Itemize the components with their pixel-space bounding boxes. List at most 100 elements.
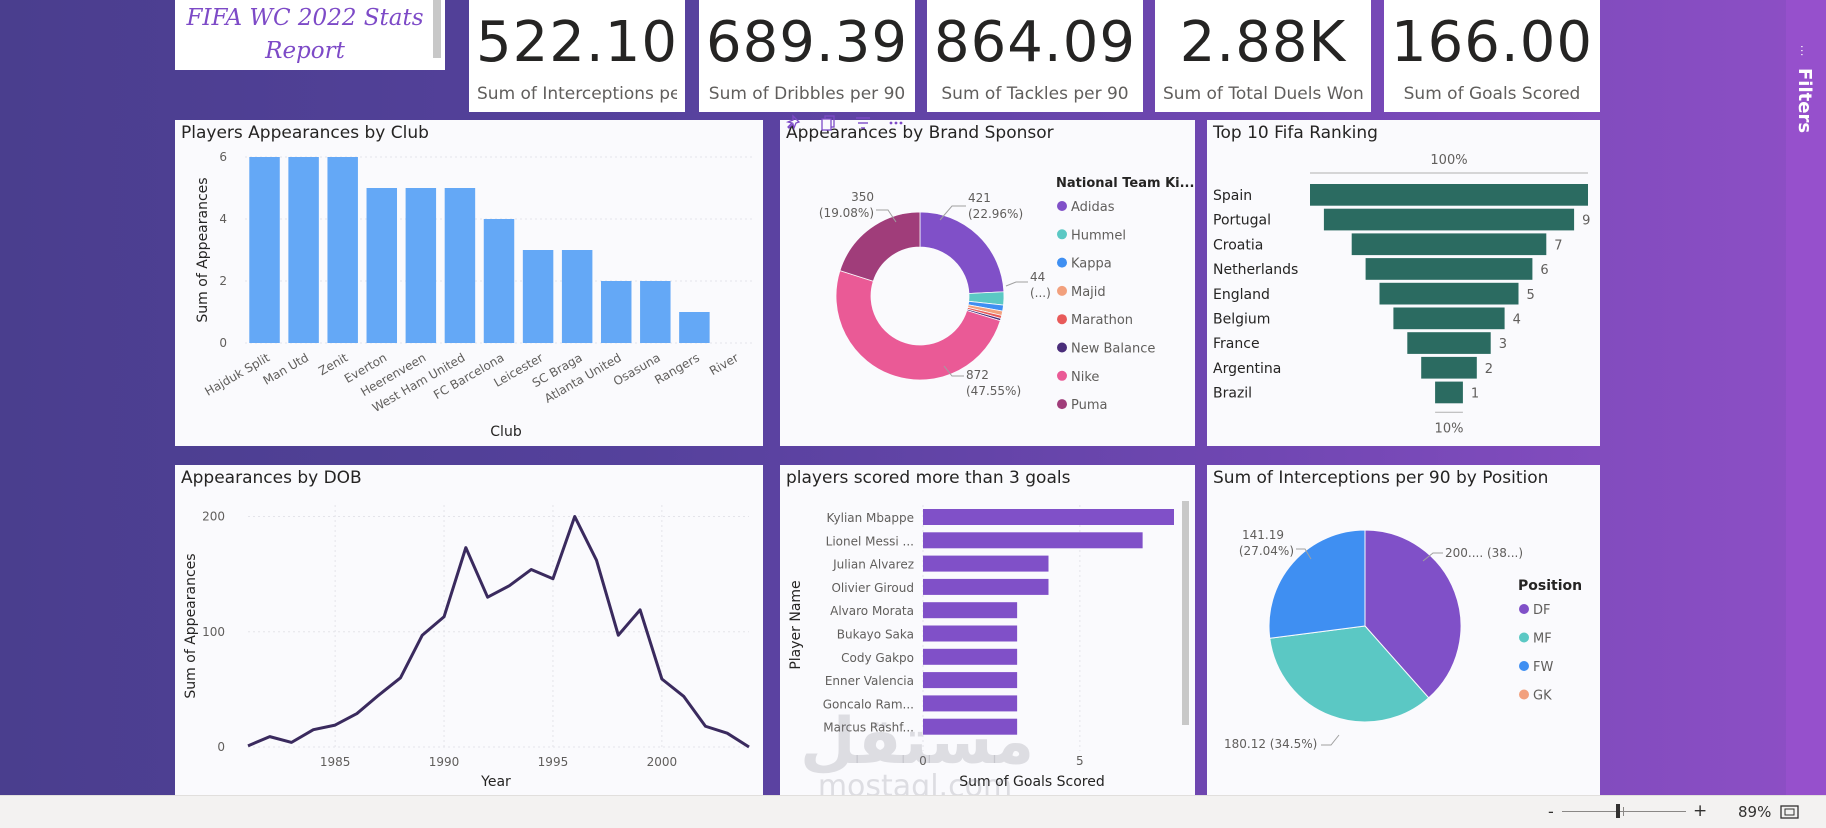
legend-marker <box>1519 689 1529 700</box>
legend-marker <box>1057 257 1067 268</box>
legend-item: MF <box>1533 632 1552 647</box>
more-options-icon[interactable] <box>889 121 903 125</box>
value-label: 7 <box>1554 238 1562 253</box>
legend-item: GK <box>1533 689 1552 704</box>
bar <box>444 188 476 343</box>
y-tick-label: Lionel Messi ... <box>826 534 914 548</box>
zoom-slider[interactable] <box>1562 811 1686 812</box>
y-tick-label: 4 <box>219 212 227 226</box>
y-tick-label: Alvaro Morata <box>830 604 914 618</box>
y-tick-label: Julian Alvarez <box>832 558 914 572</box>
kpi-label: Sum of Tackles per 90 <box>941 84 1129 104</box>
fit-to-page-icon[interactable] <box>1780 804 1800 820</box>
kpi-label: Sum of Goals Scored <box>1403 84 1581 104</box>
dob-line-chart: 0 100 200 1985 1990 1995 2000 Sum of Appearance… <box>183 505 750 790</box>
bar <box>923 695 1018 712</box>
legend-marker <box>1057 342 1067 353</box>
data-label-pct: (19.08%) <box>819 206 874 220</box>
pie-slice <box>1364 529 1462 699</box>
visual-dob[interactable]: Appearances by DOB 0 100 200 1985 1990 1995 20… <box>175 465 763 795</box>
category-label: Portugal <box>1213 213 1271 229</box>
visual-title: players scored more than 3 goals <box>786 468 1071 488</box>
y-axis-title: Player Name <box>788 580 804 669</box>
bar <box>923 578 1049 595</box>
x-tick-label: 5 <box>1076 754 1084 768</box>
x-axis-title: Year <box>480 774 511 790</box>
report-title: FIFA WC 2022 Stats Report <box>186 5 424 64</box>
category-label: England <box>1213 287 1270 303</box>
bar <box>561 250 593 343</box>
kpi-card-tackles[interactable]: 864.09 Sum of Tackles per 90 <box>927 0 1143 112</box>
visual-title: Appearances by DOB <box>181 468 362 488</box>
kpi-card-goals[interactable]: 166.00 Sum of Goals Scored <box>1384 0 1600 112</box>
bar <box>679 312 710 343</box>
kpi-value: 166.00 <box>1391 10 1593 75</box>
bar <box>288 157 319 343</box>
filters-pane-label[interactable]: Filters <box>1794 68 1815 134</box>
data-label-pct: (27.04%) <box>1239 544 1294 558</box>
legend-marker <box>1057 370 1067 381</box>
bar <box>923 672 1018 689</box>
bar <box>923 625 1018 642</box>
kpi-card-duels[interactable]: 2.88K Sum of Total Duels Won ... <box>1155 0 1371 112</box>
visual-title: Sum of Interceptions per 90 by Position <box>1213 468 1549 488</box>
kpi-value: 2.88K <box>1179 10 1347 75</box>
bar <box>366 188 398 343</box>
visual-sponsor[interactable]: Appearances by Brand Sponsor 421 (22.96%)… <box>780 120 1195 446</box>
funnel-bar <box>1379 282 1519 305</box>
visual-scorers[interactable]: players scored more than 3 goals 0 5 Kylia… <box>780 465 1195 795</box>
category-label: Argentina <box>1213 361 1281 377</box>
kpi-label: Sum of Total Duels Won ... <box>1163 84 1363 104</box>
title-scrollbar[interactable] <box>433 0 441 58</box>
visual-ranking[interactable]: Top 10 Fifa Ranking 100% Spain Portugal 9 Cr… <box>1207 120 1600 446</box>
x-tick-label: 1990 <box>429 755 460 769</box>
copy-icon[interactable] <box>821 115 835 131</box>
zoom-out-button[interactable]: - <box>1548 802 1554 821</box>
visual-position[interactable]: Sum of Interceptions per 90 by Position … <box>1207 465 1600 795</box>
bar <box>483 219 515 343</box>
leader-line <box>943 365 964 377</box>
y-tick-label: 100 <box>202 625 225 639</box>
legend-marker <box>1057 314 1067 325</box>
legend-item: Hummel <box>1071 228 1126 243</box>
zoom-slider-thumb[interactable] <box>1616 804 1620 818</box>
value-label: 6 <box>1540 263 1548 278</box>
scrollbar <box>1182 501 1189 725</box>
legend-item: Nike <box>1071 370 1099 385</box>
legend-marker <box>1057 399 1067 410</box>
funnel-bar <box>1435 381 1463 404</box>
y-tick-label: Cody Gakpo <box>841 651 914 665</box>
leader-line <box>1296 548 1312 560</box>
y-tick-label: 2 <box>219 274 227 288</box>
bar <box>405 188 437 343</box>
x-axis-title: Sum of Goals Scored <box>959 774 1105 790</box>
bar <box>522 250 554 343</box>
zoom-level: 89% <box>1738 803 1772 821</box>
x-tick-label: 0 <box>919 754 927 768</box>
zoom-in-button[interactable]: + <box>1693 801 1708 821</box>
kpi-card-interceptions[interactable]: 522.10 Sum of Interceptions pe... <box>469 0 685 112</box>
pin-icon[interactable] <box>785 114 801 131</box>
ranking-funnel-chart: 100% Spain Portugal 9 Croatia 7 Netherlands 6 En… <box>1213 153 1590 436</box>
y-tick-label: Goncalo Ram... <box>823 697 914 711</box>
filter-lines-icon[interactable] <box>856 117 870 129</box>
kpi-card-dribbles[interactable]: 689.39 Sum of Dribbles per 90 <box>699 0 915 112</box>
status-bar: - + 89% <box>0 795 1826 828</box>
zoom-slider-tick <box>1623 807 1624 816</box>
filter-funnel-icon[interactable]: ⫶ <box>1800 44 1804 60</box>
leader-line <box>939 205 966 221</box>
sponsor-donut-chart: 421 (22.96%) 44 (...) 872 (47.55%) 350 (19.08%)… <box>819 176 1195 413</box>
x-tick-label: 1995 <box>538 755 569 769</box>
category-label: Netherlands <box>1213 262 1298 278</box>
leader-line <box>876 209 897 223</box>
funnel-bar <box>1407 332 1491 354</box>
legend-item: New Balance <box>1071 342 1155 357</box>
value-label: 5 <box>1527 288 1535 303</box>
bar <box>923 509 1174 525</box>
category-label: Spain <box>1213 188 1252 204</box>
legend-title: Position <box>1518 578 1582 594</box>
filters-pane[interactable]: ⫶ Filters <box>1786 0 1826 795</box>
legend-title: National Team Ki... <box>1056 176 1194 191</box>
visual-club[interactable]: Players Appearances by Club 0 2 4 6 Hajduk S… <box>175 120 763 446</box>
